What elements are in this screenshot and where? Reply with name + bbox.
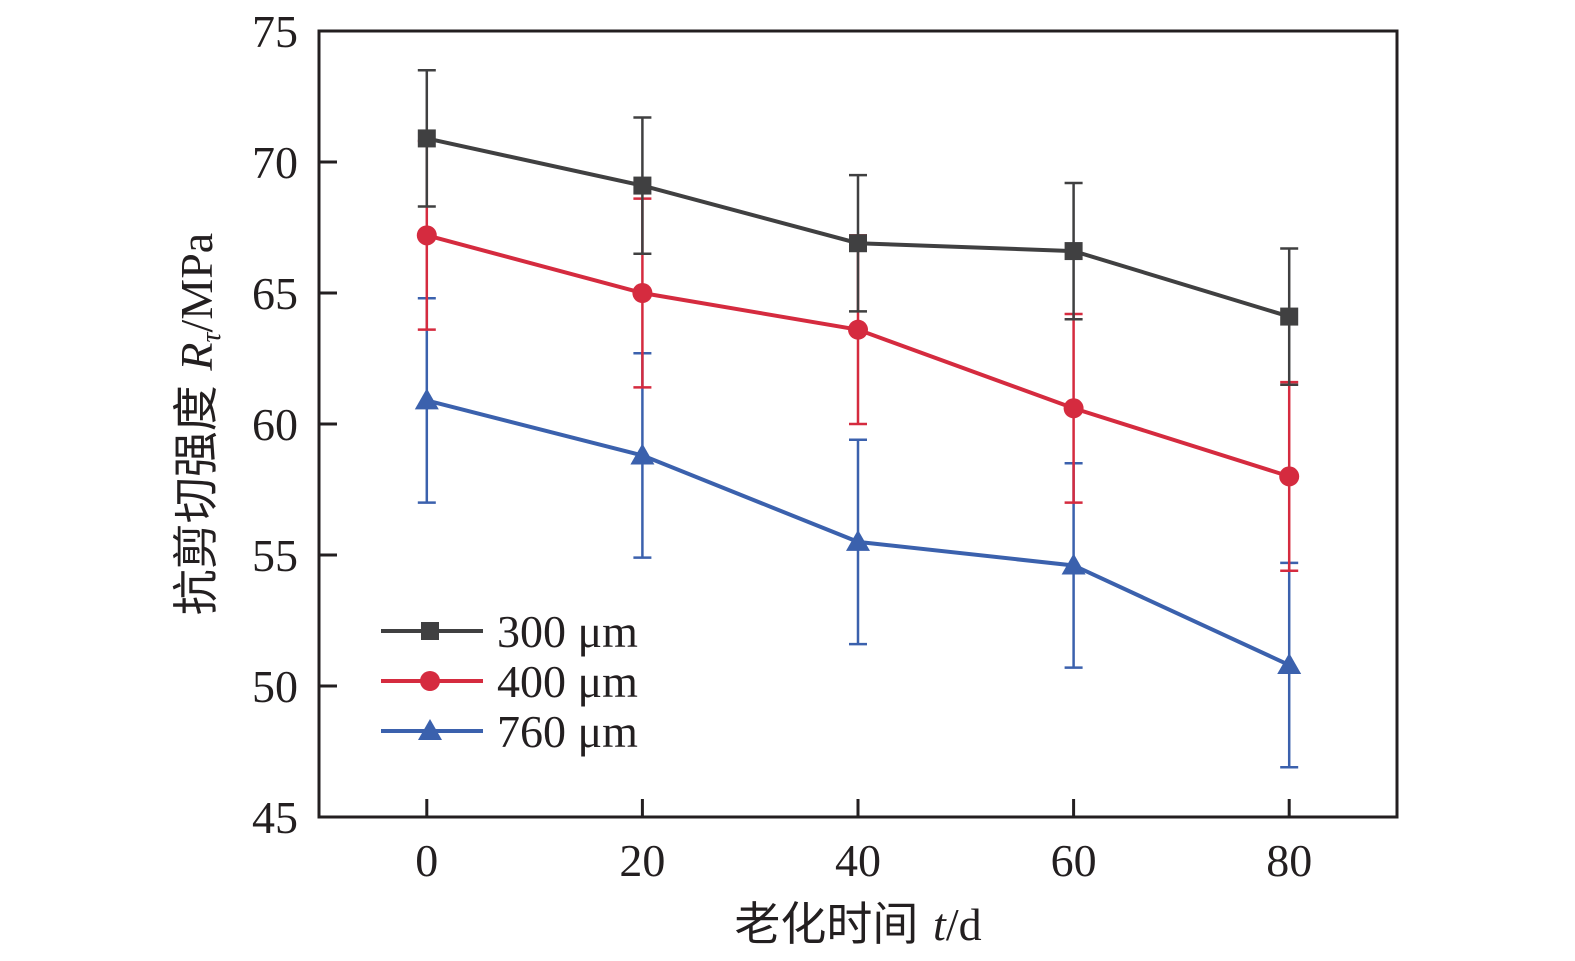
y-tick-label: 55 — [252, 530, 298, 581]
x-tick-label: 0 — [415, 835, 438, 886]
legend-label: 300 μm — [497, 606, 638, 657]
x-axis-title: 老化时间 t/d — [734, 897, 981, 951]
series-line-group — [416, 225, 1300, 487]
x-tick-label: 20 — [619, 835, 665, 886]
legend-marker-triangle — [418, 719, 442, 740]
legend-marker-square — [421, 622, 439, 640]
tick-layer: 0 20 40 60 80 45 50 55 60 65 70 75 — [252, 6, 1312, 886]
data-layer — [414, 69, 1302, 769]
data-point-circle — [632, 283, 653, 303]
x-axis-title-unit: /d — [946, 899, 982, 950]
data-point-circle — [1279, 466, 1300, 487]
data-point-triangle — [414, 388, 439, 410]
data-point-square — [1280, 307, 1299, 326]
x-tick-label: 60 — [1051, 835, 1097, 886]
data-point-triangle — [1061, 553, 1086, 575]
legend-label: 760 μm — [497, 706, 638, 757]
y-axis-title-cn: 抗剪切强度 — [169, 371, 223, 616]
y-tick-label: 75 — [252, 6, 298, 57]
y-tick-label: 65 — [252, 268, 298, 319]
series-line-group — [417, 129, 1299, 326]
y-axis-title-var: R — [171, 342, 222, 371]
data-point-triangle — [846, 529, 870, 551]
y-axis-title-sub: τ — [196, 331, 227, 342]
data-point-square — [849, 234, 867, 253]
data-point-triangle — [630, 443, 655, 465]
x-axis-title-var: t — [933, 899, 947, 950]
x-axis-title-cn: 老化时间 — [734, 897, 933, 951]
y-tick-label: 50 — [252, 661, 298, 712]
legend-label: 400 μm — [497, 656, 638, 707]
x-tick-label: 40 — [835, 835, 881, 886]
data-point-square — [417, 129, 436, 148]
data-point-circle — [848, 319, 868, 340]
data-point-square — [633, 176, 652, 195]
legend-marker-circle — [420, 671, 440, 691]
y-tick-label: 45 — [252, 792, 298, 843]
x-tick-label: 80 — [1266, 835, 1312, 886]
y-axis-title-unit: /MPa — [171, 233, 222, 333]
data-point-circle — [416, 225, 437, 246]
data-point-circle — [1063, 398, 1084, 419]
y-axis-title: 抗剪切强度 Rτ/MPa — [169, 233, 227, 615]
series-line-group — [414, 388, 1302, 675]
y-tick-label: 70 — [252, 137, 298, 188]
data-point-triangle — [1277, 653, 1302, 675]
y-tick-label: 60 — [252, 399, 298, 450]
data-point-square — [1064, 242, 1083, 261]
